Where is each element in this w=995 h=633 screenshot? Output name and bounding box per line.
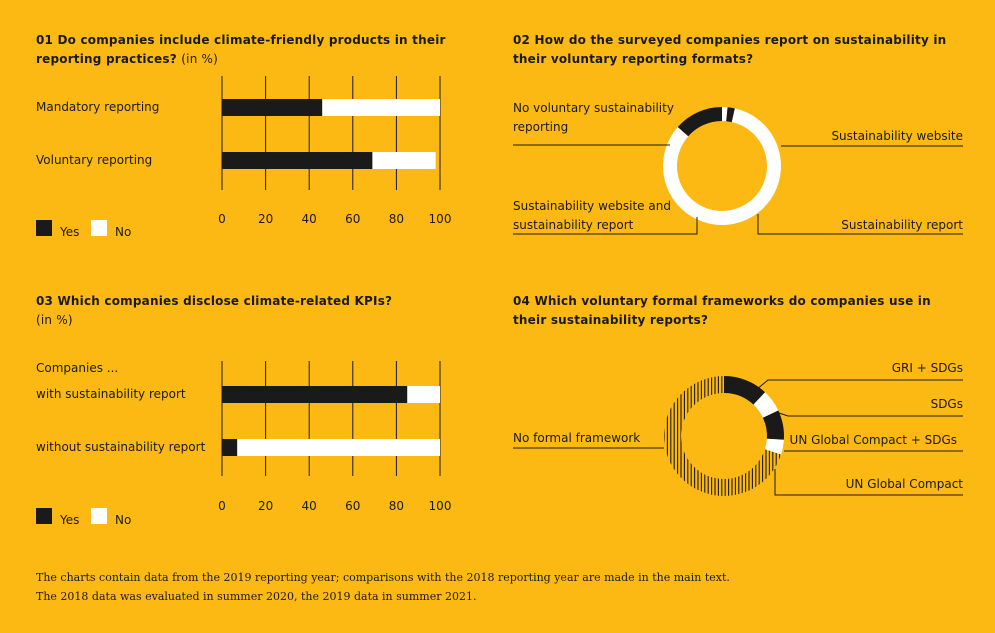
chart1-tick-label: 60 <box>345 212 360 226</box>
chart2-leader-line <box>757 214 963 235</box>
chart4-label-sdgs: SDGs <box>930 397 963 411</box>
chart3-subtitle: (in %) <box>36 313 73 327</box>
chart2-leader-line <box>513 217 698 235</box>
legend-label-no: No <box>115 225 132 239</box>
chart2-label-both: Sustainability website and sustainabilit… <box>513 199 671 232</box>
chart4-label-none: No formal framework <box>513 431 641 445</box>
chart3-tick-label: 0 <box>218 499 226 513</box>
chart4-title: 04 Which voluntary formal frameworks do … <box>513 294 931 327</box>
chart4-slice <box>724 376 766 405</box>
chart4-leader-line <box>775 411 963 417</box>
chart3-title: 03 Which companies disclose climate-rela… <box>36 292 476 330</box>
chart3-category-label: without sustainability report <box>36 440 206 454</box>
chart4-leader-line <box>755 379 963 391</box>
chart1-tick-label: 0 <box>218 212 226 226</box>
chart2-slice <box>726 107 735 123</box>
chart4-label-ungc: UN Global Compact <box>845 477 963 491</box>
chart2-label-none: No voluntary sustainability reporting <box>513 101 674 134</box>
chart4-slice <box>764 438 784 455</box>
chart2-label-report: Sustainability report <box>841 218 963 232</box>
chart3-legend: Yes No <box>36 508 156 530</box>
chart4-label-gri-sdgs: GRI + SDGs <box>891 361 963 375</box>
chart3-tick-label: 100 <box>429 499 452 513</box>
chart3-bar-no <box>407 386 440 403</box>
chart3-tick-label: 40 <box>302 499 317 513</box>
chart1-bar-no <box>322 99 440 116</box>
chart1-subtitle: (in %) <box>181 52 219 66</box>
legend-label-no: No <box>115 513 132 527</box>
chart3-title-text: 03 Which companies disclose climate-rela… <box>36 294 393 308</box>
chart4-slice-hatched <box>663 376 784 496</box>
chart1-bar-yes <box>222 152 373 169</box>
legend-swatch-no <box>91 220 107 236</box>
chart1-legend: Yes No <box>36 220 156 242</box>
chart3-bar-no <box>237 439 440 456</box>
chart1-tick-label: 40 <box>302 212 317 226</box>
chart1-bar-no <box>372 152 436 169</box>
chart1-title-text: 01 Do companies include climate-friendly… <box>36 33 446 66</box>
chart3-tick-label: 80 <box>389 499 404 513</box>
chart1-tick-label: 20 <box>258 212 273 226</box>
chart2-title: 02 How do the surveyed companies report … <box>513 33 947 66</box>
chart1-category-label: Mandatory reporting <box>36 100 160 114</box>
chart4-slice <box>762 410 784 440</box>
legend-label-yes: Yes <box>60 225 80 239</box>
legend-swatch-yes <box>36 508 52 524</box>
chart3-group-label: Companies ... <box>36 361 119 375</box>
chart3-bar-yes <box>222 386 408 403</box>
chart2-label-website: Sustainability website <box>831 129 963 143</box>
legend-swatch-yes <box>36 220 52 236</box>
chart3-category-label: with sustainability report <box>36 387 186 401</box>
chart3-bar-yes <box>222 439 238 456</box>
footnote: The 2018 data was evaluated in summer 20… <box>36 590 477 603</box>
legend-swatch-no <box>91 508 107 524</box>
chart2-slice <box>677 107 722 137</box>
footnote: The charts contain data from the 2019 re… <box>36 571 730 584</box>
chart2-slice <box>722 107 728 122</box>
chart1-bar-yes <box>222 99 323 116</box>
chart1-title: 01 Do companies include climate-friendly… <box>36 31 476 69</box>
chart1-tick-label: 80 <box>389 212 404 226</box>
chart3-tick-label: 20 <box>258 499 273 513</box>
chart1-category-label: Voluntary reporting <box>36 153 153 167</box>
chart4-leader-line <box>774 469 963 496</box>
chart1-tick-label: 100 <box>429 212 452 226</box>
chart4-label-ungc-sdgs: UN Global Compact + SDGs <box>789 433 957 447</box>
chart3-tick-label: 60 <box>345 499 360 513</box>
legend-label-yes: Yes <box>60 513 80 527</box>
